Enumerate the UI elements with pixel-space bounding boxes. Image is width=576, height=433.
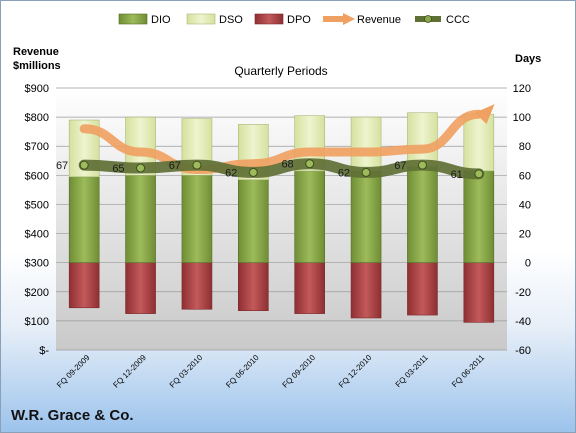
x-tick-label: FQ 06-2010 [224,353,261,390]
revenue-line [79,109,484,175]
plot-area [56,88,507,350]
x-tick-label: FQ 09-2009 [55,353,92,390]
right-tick-label: 40 [519,199,531,211]
x-tick-label: FQ 12-2009 [111,353,148,390]
x-tick-label: FQ 03-2010 [168,353,205,390]
right-tick-label: -40 [515,316,531,328]
left-tick-label: $500 [25,199,49,211]
legend-dso-label: DSO [219,14,243,26]
company-name: W.R. Grace & Co. [11,407,134,424]
left-tick-label: $- [39,345,49,357]
left-axis-label-line1: Revenue [13,46,59,58]
left-axis-label-line2: $millions [13,60,61,72]
dpo-bar [125,262,156,314]
right-axis-label: Days [515,53,541,65]
ccc-marker [417,160,427,170]
dso-bar [463,113,495,172]
dio-bar [68,176,100,263]
right-tick-label: -20 [515,287,531,299]
x-tick-label: FQ 03-2011 [394,353,431,390]
left-tick-label: $200 [25,287,49,299]
dio-bar [181,175,213,263]
legend-dio-label: DIO [151,14,171,26]
dso-bar [407,112,438,167]
ccc-marker [136,163,146,173]
ccc-marker [361,167,371,177]
ccc-data-label: 67 [394,160,406,172]
left-tick-label: $600 [25,170,49,182]
right-tick-label: 80 [519,141,531,153]
right-tick-label: 60 [519,170,531,182]
dpo-bar [463,262,495,323]
right-tick-label: 120 [513,83,531,95]
legend-dpo-label: DPO [287,14,311,26]
legend-revenue-label: Revenue [357,14,401,26]
ccc-series: 67 65 67 62 68 62 67 61 [56,158,485,181]
x-tick-label: FQ 06-2011 [450,353,487,390]
x-tick-label: FQ 09-2010 [281,353,318,390]
ccc-marker [192,160,202,170]
dio-bar [294,170,325,263]
left-tick-label: $900 [25,83,49,95]
dso-bar [350,116,382,172]
legend: DIO DSO DPO Revenue CCC [118,13,470,26]
ccc-data-label: 62 [338,167,350,179]
right-tick-label: 100 [513,112,531,124]
left-tick-label: $100 [25,316,49,328]
left-tick-label: $300 [25,258,49,270]
legend-dio-swatch [118,13,148,25]
dio-bar [463,170,495,263]
ccc-data-label: 61 [451,169,463,181]
dpo-bar [350,262,382,319]
right-axis-ticks: -60 -40 -20 0 20 40 60 80 100 120 [513,83,531,357]
ccc-marker [305,159,315,169]
ccc-marker [474,169,484,179]
ccc-data-label: 62 [225,167,237,179]
legend-dso-swatch [186,13,216,25]
revenue-arrowhead [474,104,495,125]
left-tick-label: $700 [25,141,49,153]
dpo-bar [238,262,269,311]
left-tick-label: $800 [25,112,49,124]
legend-revenue-arrow [343,13,355,25]
right-tick-label: 0 [525,258,531,270]
ccc-data-label: 68 [281,159,293,171]
dio-bar [125,175,156,263]
left-axis-ticks: $- $100 $200 $300 $400 $500 $600 $700 $800 $900 [25,83,50,357]
legend-ccc-marker [424,15,432,23]
dpo-bar [181,262,213,310]
right-tick-label: 20 [519,229,531,241]
legend-dpo-swatch [254,13,284,25]
dio-bar [407,166,438,263]
dio-bar [238,179,269,263]
x-axis-ticks: FQ 09-2009 FQ 12-2009 FQ 03-2010 FQ 06-2010… [55,353,487,390]
ccc-data-label: 67 [56,160,68,172]
ccc-marker [79,160,89,170]
dio-bar [350,170,382,263]
chart-subtitle: Quarterly Periods [234,64,327,78]
dpo-bar [294,262,325,314]
ccc-marker [248,167,258,177]
revenue-series [79,104,495,175]
right-tick-label: -60 [515,345,531,357]
legend-ccc-label: CCC [446,14,470,26]
x-tick-label: FQ 12-2010 [337,353,374,390]
dpo-bar [68,262,100,309]
left-tick-label: $400 [25,229,49,241]
dpo-bar [407,262,438,316]
ccc-data-label: 65 [112,163,124,175]
ccc-data-label: 67 [169,160,181,172]
